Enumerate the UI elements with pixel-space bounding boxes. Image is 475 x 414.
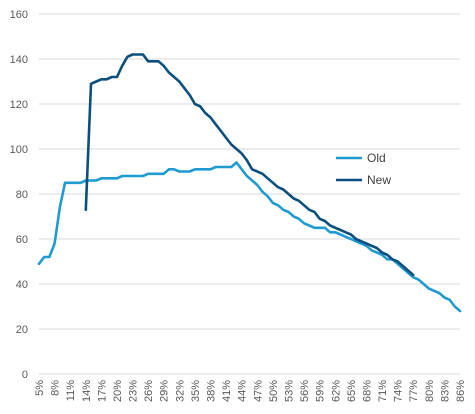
x-tick-label: 80% xyxy=(424,380,436,402)
x-tick-label: 56% xyxy=(299,380,311,402)
x-tick-label: 47% xyxy=(252,380,264,402)
gridlines xyxy=(39,13,460,330)
series-line-old xyxy=(37,161,462,313)
x-tick-label: 86% xyxy=(455,380,467,402)
x-axis: 5% 8% 11% 14% 17% 20% 23% 26% 29% 32% 35% 38% 41% 44%… xyxy=(34,373,467,402)
x-tick-label: 14% xyxy=(81,380,93,402)
x-tick-label: 29% xyxy=(159,380,171,402)
x-tick-label: 50% xyxy=(268,380,280,402)
y-tick-label: 40 xyxy=(16,279,28,291)
x-tick-label: 41% xyxy=(221,380,233,402)
x-tick-label: 59% xyxy=(315,380,327,402)
x-tick-label: 11% xyxy=(65,380,77,401)
y-tick-label: 20 xyxy=(16,324,28,336)
x-tick-label: 74% xyxy=(393,380,405,402)
series-line-new xyxy=(84,53,415,277)
x-tick-label: 77% xyxy=(408,380,420,402)
x-tick-label: 68% xyxy=(361,380,373,402)
y-tick-label: 140 xyxy=(10,54,28,66)
y-tick-label: 60 xyxy=(16,234,28,246)
x-tick-label: 62% xyxy=(330,380,342,402)
y-axis-ticks: 0 20 40 60 80 100 120 140 160 xyxy=(10,9,28,381)
y-tick-label: 80 xyxy=(16,189,28,201)
y-tick-label: 0 xyxy=(22,369,28,381)
legend: Old New xyxy=(336,151,391,187)
x-tick-label: 44% xyxy=(237,380,249,402)
x-tick-label: 8% xyxy=(50,380,62,396)
series-lines xyxy=(37,53,462,313)
legend-label-new: New xyxy=(367,173,391,187)
x-tick-label: 38% xyxy=(206,380,218,402)
x-tick-label: 17% xyxy=(96,380,108,402)
x-tick-label: 35% xyxy=(190,380,202,402)
x-tick-label: 20% xyxy=(112,380,124,402)
x-tick-label: 26% xyxy=(143,380,155,402)
x-tick-label: 53% xyxy=(283,380,295,402)
x-tick-label: 23% xyxy=(128,380,140,402)
y-tick-label: 160 xyxy=(10,9,28,21)
x-tick-label: 83% xyxy=(439,380,451,402)
x-tick-label: 65% xyxy=(346,380,358,402)
y-tick-label: 120 xyxy=(10,99,28,111)
x-tick-label: 5% xyxy=(34,380,46,396)
y-tick-label: 100 xyxy=(10,144,28,156)
x-tick-label: 71% xyxy=(377,380,389,402)
x-tick-label: 32% xyxy=(174,380,186,402)
legend-label-old: Old xyxy=(367,151,386,165)
